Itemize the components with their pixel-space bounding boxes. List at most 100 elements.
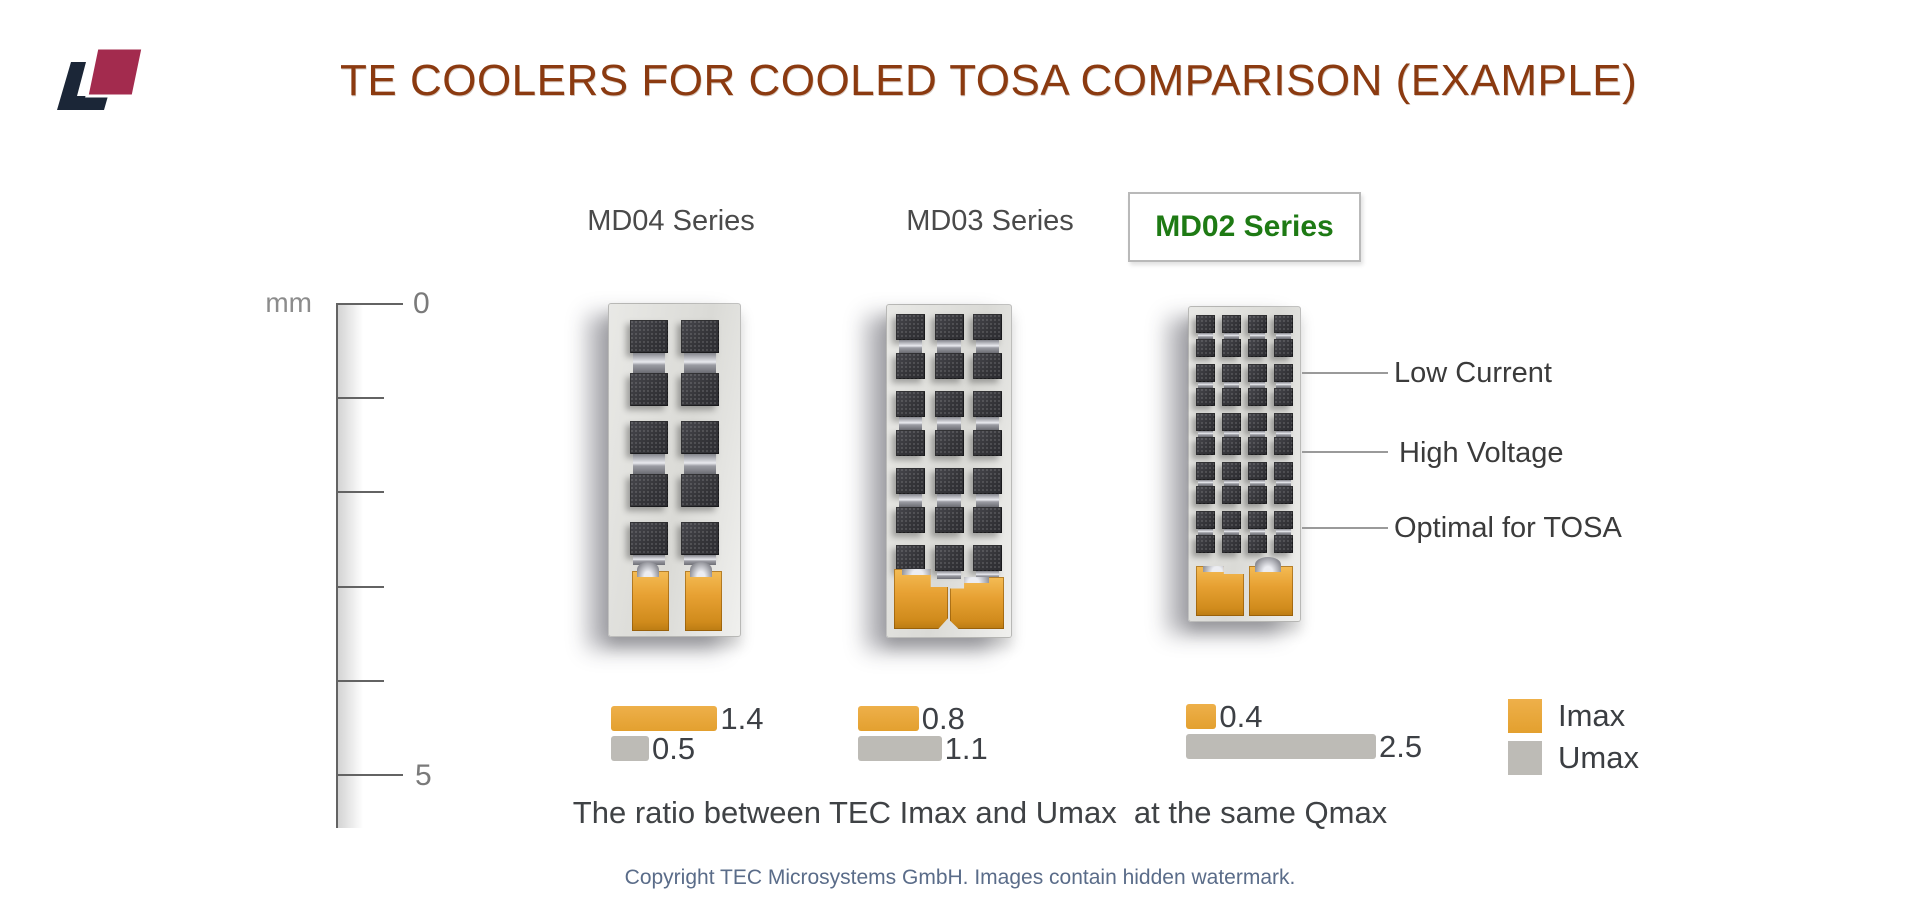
legend-item-umax: Umax: [1508, 740, 1639, 775]
pellet: [681, 320, 719, 373]
pellet-column: [1274, 315, 1293, 553]
annotation-optimal-tosa: Optimal for TOSA: [1394, 512, 1622, 544]
pellet: [1248, 413, 1267, 437]
ruler-line: [336, 303, 338, 828]
pellet: [1274, 511, 1293, 535]
pellet-column: [630, 320, 668, 565]
pellet: [681, 522, 719, 565]
series-box-md02: MD02 Series: [1128, 192, 1361, 262]
pellet: [896, 507, 925, 533]
pellet: [1248, 388, 1267, 406]
pellet: [934, 507, 964, 533]
pellet-column: [1248, 315, 1267, 553]
pellet: [1248, 339, 1267, 357]
ruler-tick-3: [336, 586, 384, 588]
pellet: [1222, 511, 1241, 535]
pellet: [1248, 315, 1267, 339]
pellet: [1222, 339, 1241, 357]
pellet: [896, 468, 925, 507]
pellet: [896, 430, 925, 456]
legend-item-imax: Imax: [1508, 698, 1639, 733]
pellet: [1222, 364, 1241, 388]
md02-solder-pad: [1249, 557, 1293, 616]
pellet: [934, 468, 964, 507]
pellet: [1248, 486, 1267, 504]
md04-solder-pad: [632, 562, 669, 631]
annotation-high-voltage: High Voltage: [1399, 437, 1564, 469]
md02-solder-pad: [1196, 566, 1244, 616]
pellet: [630, 474, 668, 507]
pellet: [1196, 413, 1215, 437]
pellet: [630, 320, 668, 373]
pellet: [1274, 339, 1293, 357]
pellet: [1274, 535, 1293, 553]
tec-logo: [57, 46, 145, 110]
footer-copyright: Copyright TEC Microsystems GmbH. Images …: [624, 866, 1296, 889]
pellet: [934, 545, 964, 579]
pellet: [1196, 486, 1215, 504]
pellet: [1196, 315, 1215, 339]
pellet: [1248, 437, 1267, 455]
md03-solder-pad: [950, 577, 1004, 629]
pellet: [1196, 339, 1215, 357]
pellet: [1222, 437, 1241, 455]
umax-value-md03: 1.1: [944, 730, 988, 766]
pellet: [630, 421, 668, 474]
bar-group-md02: 0.4 2.5: [1186, 698, 1423, 764]
annotation-line: [1302, 527, 1388, 529]
ruler-gradient: [338, 303, 363, 828]
series-label-md02: MD02 Series: [1155, 210, 1334, 243]
ruler-tick-4: [336, 680, 384, 682]
annotation-line: [1302, 372, 1388, 374]
umax-value-md02: 2.5: [1379, 728, 1423, 764]
pellet: [681, 373, 719, 406]
ruler-tick-1: [336, 397, 384, 399]
md04-solder-pad: [685, 562, 722, 631]
ruler-top-label: 0: [413, 287, 430, 320]
ruler-tick-5: [336, 774, 403, 776]
pellet: [1274, 388, 1293, 406]
pellet: [630, 522, 668, 565]
imax-swatch: [1508, 698, 1542, 733]
pellet-column: [1196, 315, 1215, 553]
umax-bar-md04: [611, 735, 649, 761]
pellet: [681, 421, 719, 474]
imax-value-md02: 0.4: [1219, 698, 1263, 734]
pellet: [681, 474, 719, 507]
ruler: [336, 303, 416, 828]
pellet: [1222, 535, 1241, 553]
imax-value-md04: 1.4: [720, 700, 764, 736]
pellet: [934, 353, 964, 379]
imax-legend-label: Imax: [1558, 698, 1626, 733]
pellet: [896, 545, 925, 579]
pellet: [1274, 315, 1293, 339]
pellet: [1222, 413, 1241, 437]
pellet: [1196, 535, 1215, 553]
chart-caption: The ratio between TEC Imax and Umax at t…: [572, 795, 1388, 830]
pellet: [1222, 388, 1241, 406]
pellet: [934, 430, 964, 456]
series-label-md04: MD04 Series: [587, 205, 755, 237]
pellet: [973, 353, 1002, 379]
logo-navy-shape: [57, 62, 108, 110]
ruler-tick-2: [336, 491, 384, 493]
bar-group-md04: 1.4 0.5: [611, 700, 764, 765]
pellet: [1274, 462, 1293, 486]
umax-swatch: [1508, 740, 1542, 775]
imax-bar-md04: [611, 705, 718, 731]
pellet: [1222, 486, 1241, 504]
umax-legend-label: Umax: [1558, 740, 1639, 775]
logo-red-shape: [85, 46, 145, 98]
pellet: [896, 314, 925, 353]
module-md03-photo: [886, 304, 1012, 638]
pellet: [1274, 413, 1293, 437]
pellet: [896, 391, 925, 430]
pellet: [973, 507, 1002, 533]
md03-pellet-grid: [896, 314, 1002, 579]
pellet: [1222, 462, 1241, 486]
pellet: [973, 391, 1002, 430]
pellet: [630, 373, 668, 406]
pellet: [1248, 535, 1267, 553]
pellet: [1274, 486, 1293, 504]
pellet: [1274, 364, 1293, 388]
